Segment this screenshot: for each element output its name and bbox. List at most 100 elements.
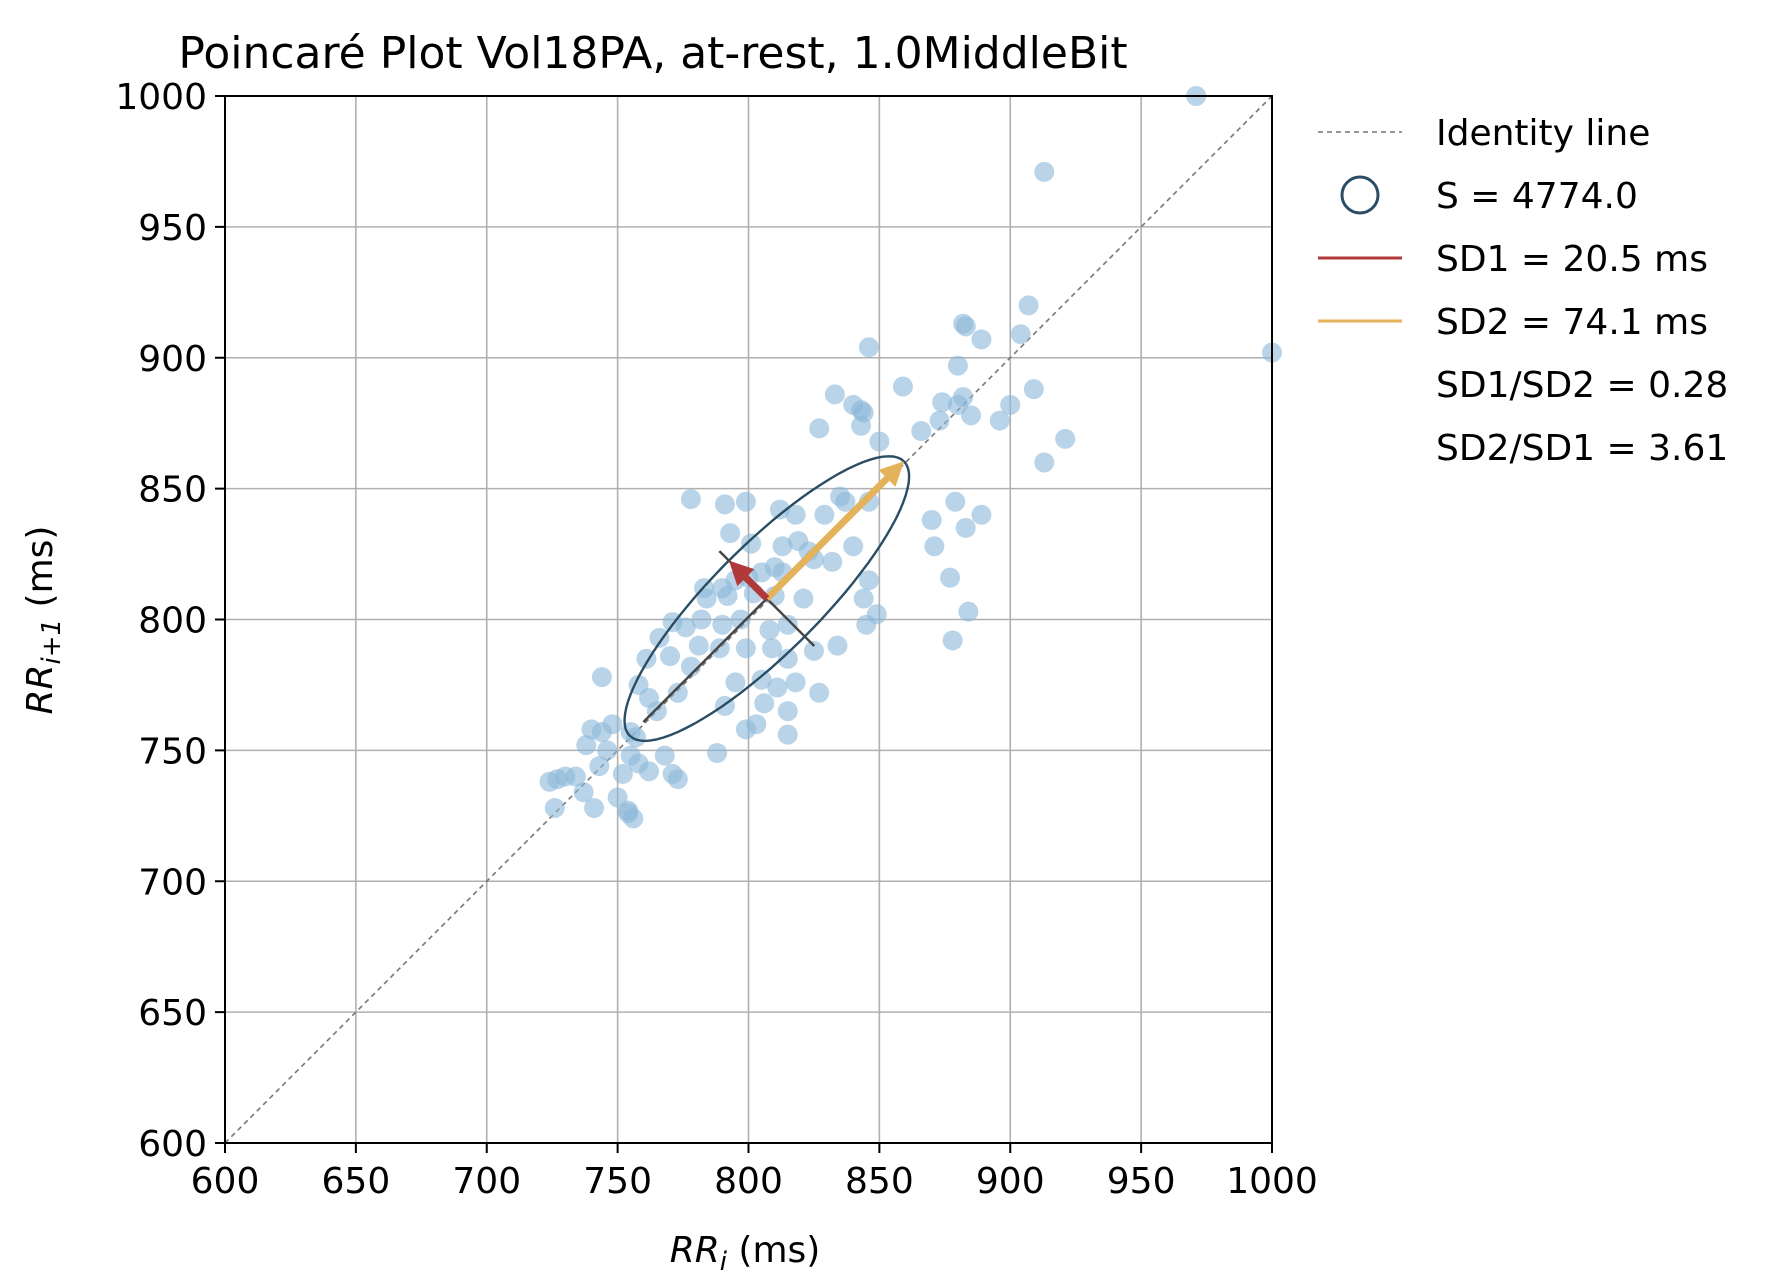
data-point xyxy=(911,421,932,442)
data-point xyxy=(955,517,976,538)
data-point xyxy=(573,782,594,803)
data-point xyxy=(746,714,767,735)
data-point xyxy=(942,630,963,651)
data-point xyxy=(612,763,633,784)
data-point xyxy=(618,803,639,824)
x-tick-label: 800 xyxy=(714,1161,783,1202)
x-tick-label: 850 xyxy=(845,1161,914,1202)
data-point xyxy=(649,627,670,648)
legend-label: SD2 = 74.1 ms xyxy=(1436,302,1708,343)
data-point xyxy=(777,648,798,669)
x-axis-ticks: 600 650 700 750 800 850 900 950 1000 xyxy=(191,1143,1318,1202)
data-point xyxy=(712,614,733,635)
chart-title: Poincaré Plot Vol18PA, at-rest, 1.0Middl… xyxy=(178,28,1127,79)
data-point xyxy=(720,523,741,544)
legend-label: S = 4774.0 xyxy=(1436,176,1638,217)
data-point xyxy=(717,585,738,606)
data-point xyxy=(589,756,610,777)
data-point xyxy=(835,491,856,512)
data-point xyxy=(869,431,890,452)
data-point xyxy=(856,614,877,635)
data-point xyxy=(680,489,701,510)
legend: Identity line S = 4774.0 SD1 = 20.5 ms SD2 … xyxy=(1318,113,1728,469)
data-point xyxy=(597,740,618,761)
data-point xyxy=(576,735,597,756)
data-point xyxy=(584,797,605,818)
data-point xyxy=(741,533,762,554)
data-point xyxy=(646,701,667,722)
data-point xyxy=(971,504,992,525)
data-point xyxy=(809,418,830,439)
data-point xyxy=(767,677,788,698)
data-point xyxy=(932,392,953,413)
data-point xyxy=(858,570,879,591)
data-point xyxy=(625,727,646,748)
data-point xyxy=(921,510,942,531)
x-tick-label: 700 xyxy=(452,1161,521,1202)
data-point xyxy=(1055,428,1076,449)
data-point xyxy=(989,410,1010,431)
data-point xyxy=(730,609,751,630)
data-point xyxy=(735,491,756,512)
sd-ellipse xyxy=(623,455,911,743)
data-point xyxy=(929,410,950,431)
legend-label: SD1/SD2 = 0.28 xyxy=(1436,365,1728,406)
data-point xyxy=(725,672,746,693)
legend-item: SD2/SD1 = 3.61 xyxy=(1436,428,1728,469)
data-point xyxy=(824,384,845,405)
y-tick-label: 650 xyxy=(138,993,207,1034)
data-point xyxy=(785,504,806,525)
data-point xyxy=(945,491,966,512)
sd-overlay xyxy=(623,455,911,743)
data-point xyxy=(947,355,968,376)
data-point xyxy=(762,638,783,659)
data-point xyxy=(803,640,824,661)
data-point xyxy=(555,766,576,787)
data-point xyxy=(539,771,560,792)
data-point xyxy=(581,719,602,740)
data-point xyxy=(1034,161,1055,182)
data-point xyxy=(735,638,756,659)
data-point xyxy=(769,499,790,520)
y-axis-label: RRi+1 (ms) xyxy=(20,526,67,715)
data-point xyxy=(853,588,874,609)
data-point xyxy=(639,761,660,782)
data-point xyxy=(591,667,612,688)
y-axis-ticks: 600 650 700 750 800 850 900 950 1000 xyxy=(115,77,225,1165)
sd1-arrow-head xyxy=(728,560,755,587)
data-point xyxy=(607,787,628,808)
data-point xyxy=(785,672,806,693)
data-point xyxy=(654,745,675,766)
legend-label: SD1 = 20.5 ms xyxy=(1436,239,1708,280)
legend-item: SD1 = 20.5 ms xyxy=(1318,239,1708,280)
scatter-points xyxy=(539,86,1282,829)
legend-label: SD2/SD1 = 3.61 xyxy=(1436,428,1728,469)
data-point xyxy=(659,646,680,667)
y-tick-label: 1000 xyxy=(115,77,207,118)
y-tick-label: 950 xyxy=(138,208,207,249)
data-point xyxy=(754,693,775,714)
data-point xyxy=(940,567,961,588)
legend-item: SD2 = 74.1 ms xyxy=(1318,302,1708,343)
data-point xyxy=(843,536,864,557)
data-point xyxy=(696,588,717,609)
data-point xyxy=(892,376,913,397)
data-point xyxy=(688,635,709,656)
data-point xyxy=(858,337,879,358)
sd2-arrow-shaft xyxy=(764,475,890,602)
data-point xyxy=(667,769,688,790)
data-point xyxy=(777,724,798,745)
y-tick-label: 800 xyxy=(138,601,207,642)
legend-circle-icon xyxy=(1340,175,1380,215)
data-point xyxy=(707,742,728,763)
data-point xyxy=(955,316,976,337)
y-tick-label: 750 xyxy=(138,731,207,772)
x-tick-label: 900 xyxy=(976,1161,1045,1202)
x-tick-label: 1000 xyxy=(1226,1161,1318,1202)
data-point xyxy=(1018,295,1039,316)
data-point xyxy=(691,609,712,630)
x-tick-label: 650 xyxy=(322,1161,391,1202)
legend-label: Identity line xyxy=(1436,113,1650,154)
data-point xyxy=(759,619,780,640)
data-point xyxy=(1000,394,1021,415)
